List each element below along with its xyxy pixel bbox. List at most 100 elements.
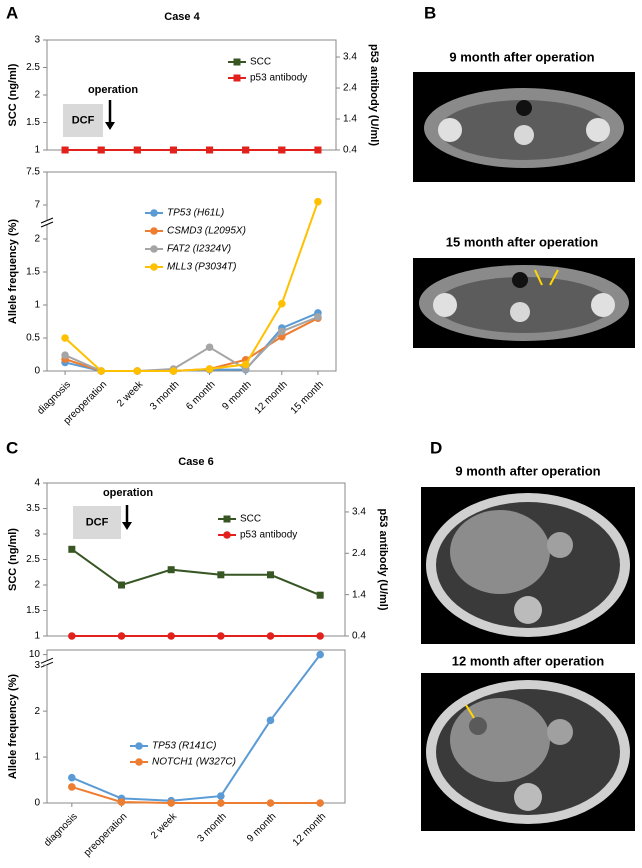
x-tick-label: 12 month: [291, 811, 328, 848]
marker: [217, 799, 225, 807]
marker: [233, 58, 241, 66]
marker: [133, 367, 142, 375]
marker: [167, 566, 175, 574]
y-axis-label: SCC (ng/ml): [7, 63, 19, 126]
ct-image: [421, 673, 635, 831]
y-tick-label: 4: [34, 478, 40, 489]
x-tick-label: 12 month: [253, 379, 290, 416]
axis-break: [43, 660, 51, 665]
marker: [217, 632, 225, 640]
chart-title: Case 4: [164, 11, 200, 23]
marker: [61, 334, 69, 342]
ct-image: [421, 487, 635, 644]
y-tick-label: 10: [29, 649, 41, 660]
marker: [278, 146, 286, 154]
x-tick-label: 9 month: [220, 379, 253, 412]
marker: [97, 146, 105, 154]
marker: [223, 531, 231, 539]
marker: [61, 351, 69, 359]
y-tick-label: 7: [34, 200, 40, 211]
legend-label: MLL3 (P3034T): [167, 262, 236, 273]
marker: [150, 209, 158, 217]
y-tick-label: 1: [34, 631, 40, 642]
marker: [167, 632, 175, 640]
annotation: operation: [103, 487, 153, 499]
plot-frame: [46, 482, 346, 637]
y-tick-label: 0: [34, 798, 40, 809]
marker: [233, 74, 241, 82]
y2-tick-label: 3.4: [352, 507, 366, 518]
marker: [316, 799, 324, 807]
y-tick-label: 2: [34, 90, 40, 101]
legend-label: FAT2 (I2324V): [167, 244, 231, 255]
marker: [167, 799, 175, 807]
marker: [68, 545, 76, 553]
y2-tick-label: 3.4: [343, 52, 357, 63]
marker: [150, 245, 158, 253]
y-axis-label: SCC (ng/ml): [7, 528, 19, 591]
y-tick-label: 1: [34, 752, 40, 763]
marker: [206, 146, 214, 154]
y-tick-label: 2.5: [26, 554, 40, 565]
axis-break: [40, 657, 54, 664]
y-tick-label: 1.5: [26, 267, 40, 278]
marker: [150, 263, 158, 271]
marker: [169, 367, 178, 375]
marker: [217, 571, 225, 579]
ct-image: [413, 72, 635, 182]
marker: [278, 299, 286, 308]
ct-image: [413, 258, 635, 348]
marker: [316, 650, 324, 659]
x-tick-label: 2 week: [149, 811, 180, 842]
x-tick-label: 9 month: [245, 811, 278, 844]
series-line: [71, 653, 321, 802]
marker: [242, 146, 250, 154]
legend-label: NOTCH1 (W327C): [152, 757, 236, 768]
marker: [150, 227, 158, 235]
series-line: [64, 311, 319, 372]
marker: [266, 799, 275, 807]
x-tick-label: preoperation: [82, 811, 129, 858]
annotation: DCF: [72, 114, 95, 126]
y2-tick-label: 0.4: [343, 145, 357, 156]
arrow: [122, 522, 132, 530]
marker: [135, 758, 143, 766]
plot-frame: [46, 649, 346, 804]
marker: [61, 146, 69, 154]
chart-title: Case 6: [178, 456, 213, 468]
marker: [118, 581, 125, 589]
marker: [316, 632, 324, 640]
marker: [68, 783, 76, 791]
marker: [169, 146, 177, 154]
y-tick-label: 7.5: [26, 167, 40, 178]
marker: [314, 313, 322, 321]
legend-label: SCC: [240, 514, 261, 525]
marker: [117, 798, 126, 806]
y-tick-label: 0: [34, 366, 40, 377]
y2-tick-label: 1.4: [343, 114, 357, 125]
marker: [316, 591, 324, 599]
panel-label: A: [6, 3, 18, 22]
y-tick-label: 2: [34, 580, 40, 591]
annotation-box: [63, 104, 103, 137]
y-axis-label: Allele frequency (%): [7, 219, 19, 324]
image-title: 9 month after operation: [455, 463, 600, 478]
legend-label: TP53 (R141C): [152, 741, 216, 752]
series-line: [71, 548, 321, 597]
y-tick-label: 0.5: [26, 333, 40, 344]
legend-label: CSMD3 (L2095X): [167, 226, 246, 237]
panel-label: C: [6, 438, 18, 457]
image-title: 12 month after operation: [452, 653, 604, 668]
x-tick-label: 6 month: [184, 379, 217, 412]
legend-label: p53 antibody: [240, 530, 297, 541]
legend-label: TP53 (H61L): [167, 208, 224, 219]
marker: [205, 343, 214, 352]
marker: [205, 365, 214, 373]
marker: [241, 360, 250, 369]
image-title: 9 month after operation: [449, 49, 594, 64]
marker: [97, 367, 105, 375]
y-tick-label: 3.5: [26, 503, 40, 514]
panel-label: D: [430, 438, 442, 457]
annotation: DCF: [86, 516, 109, 528]
series-line: [64, 201, 319, 372]
